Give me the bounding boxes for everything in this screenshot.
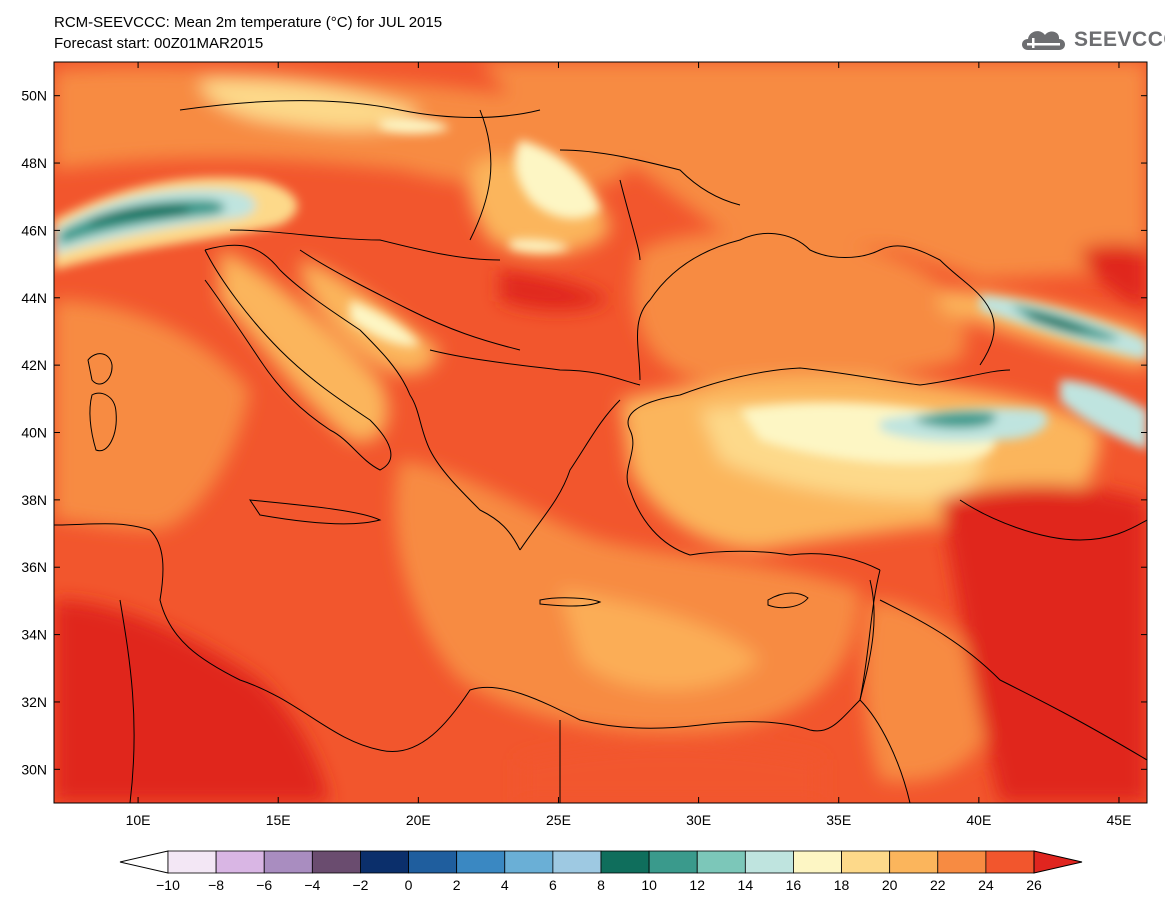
colorbar-swatch (985, 850, 1035, 874)
colorbar: −10 −8 −6 −4 −2 0 2 4 6 8 10 12 14 16 18 20 22 24 26 (119, 850, 1083, 893)
colorbar-swatch (263, 850, 313, 874)
colorbar-swatch (552, 850, 602, 874)
colorbar-label: 8 (597, 877, 605, 893)
colorbar-swatch (889, 850, 939, 874)
colorbar-swatch (408, 850, 458, 874)
lon-tick-label: 10E (126, 812, 151, 828)
colorbar-swatch (360, 850, 409, 874)
axes: 10E 15E 20E 25E 30E 35E 40E 45E 30N 32N 34N 36N 38N 4… (21, 62, 1147, 828)
seevccc-logo: SEEVCCC (1018, 22, 1165, 56)
colorbar-swatch (648, 850, 698, 874)
colorbar-swatch (600, 850, 650, 874)
cloud-icon (1022, 31, 1065, 50)
colorbar-label: −8 (208, 877, 224, 893)
colorbar-low-arrow (119, 850, 169, 874)
colorbar-label: 18 (834, 877, 850, 893)
colorbar-label: 26 (1026, 877, 1042, 893)
colorbar-label: 24 (978, 877, 994, 893)
colorbar-swatch (456, 850, 506, 874)
colorbar-label: 2 (453, 877, 461, 893)
colorbar-swatch (696, 850, 746, 874)
colorbar-label: −2 (352, 877, 368, 893)
lat-tick-label: 32N (21, 694, 47, 710)
colorbar-label: 12 (689, 877, 705, 893)
lon-tick-label: 15E (266, 812, 291, 828)
lat-tick-label: 36N (21, 559, 47, 575)
lat-tick-label: 44N (21, 290, 47, 306)
colorbar-label: 0 (405, 877, 413, 893)
lon-tick-label: 45E (1107, 812, 1132, 828)
colorbar-label: 16 (786, 877, 802, 893)
lat-tick-label: 34N (21, 627, 47, 643)
colorbar-label: −10 (156, 877, 180, 893)
lon-tick-label: 25E (546, 812, 571, 828)
coastlines (54, 100, 1147, 803)
lat-tick-label: 40N (21, 425, 47, 441)
lon-tick-label: 20E (406, 812, 431, 828)
colorbar-label: 10 (641, 877, 657, 893)
colorbar-swatch (167, 850, 217, 874)
colorbar-label: −4 (304, 877, 320, 893)
lat-tick-label: 48N (21, 155, 47, 171)
lat-tick-label: 42N (21, 357, 47, 373)
colorbar-swatch (841, 850, 891, 874)
colorbar-swatch (311, 850, 361, 874)
colorbar-label: 14 (738, 877, 754, 893)
lat-tick-label: 50N (21, 88, 47, 104)
colorbar-label: 4 (501, 877, 509, 893)
colorbar-label: 6 (549, 877, 557, 893)
colorbar-swatch (504, 850, 554, 874)
logo-text: SEEVCCC (1074, 28, 1165, 51)
forecast-start-label: Forecast start: 00Z01MAR2015 (54, 35, 264, 52)
colorbar-label: −6 (256, 877, 272, 893)
chart-title: RCM-SEEVCCC: Mean 2m temperature (°C) fo… (54, 14, 443, 31)
colorbar-label: 22 (930, 877, 946, 893)
colorbar-swatch (937, 850, 987, 874)
lon-tick-label: 40E (966, 812, 991, 828)
temperature-field (54, 62, 1147, 803)
colorbar-high-arrow (1033, 850, 1083, 874)
lat-tick-label: 46N (21, 222, 47, 238)
colorbar-swatch (793, 850, 842, 874)
colorbar-swatch (744, 850, 794, 874)
colorbar-label: 20 (882, 877, 898, 893)
lat-tick-label: 38N (21, 492, 47, 508)
lat-tick-label: 30N (21, 761, 47, 777)
colorbar-swatch (215, 850, 265, 874)
lon-tick-label: 30E (686, 812, 711, 828)
lon-tick-label: 35E (826, 812, 851, 828)
